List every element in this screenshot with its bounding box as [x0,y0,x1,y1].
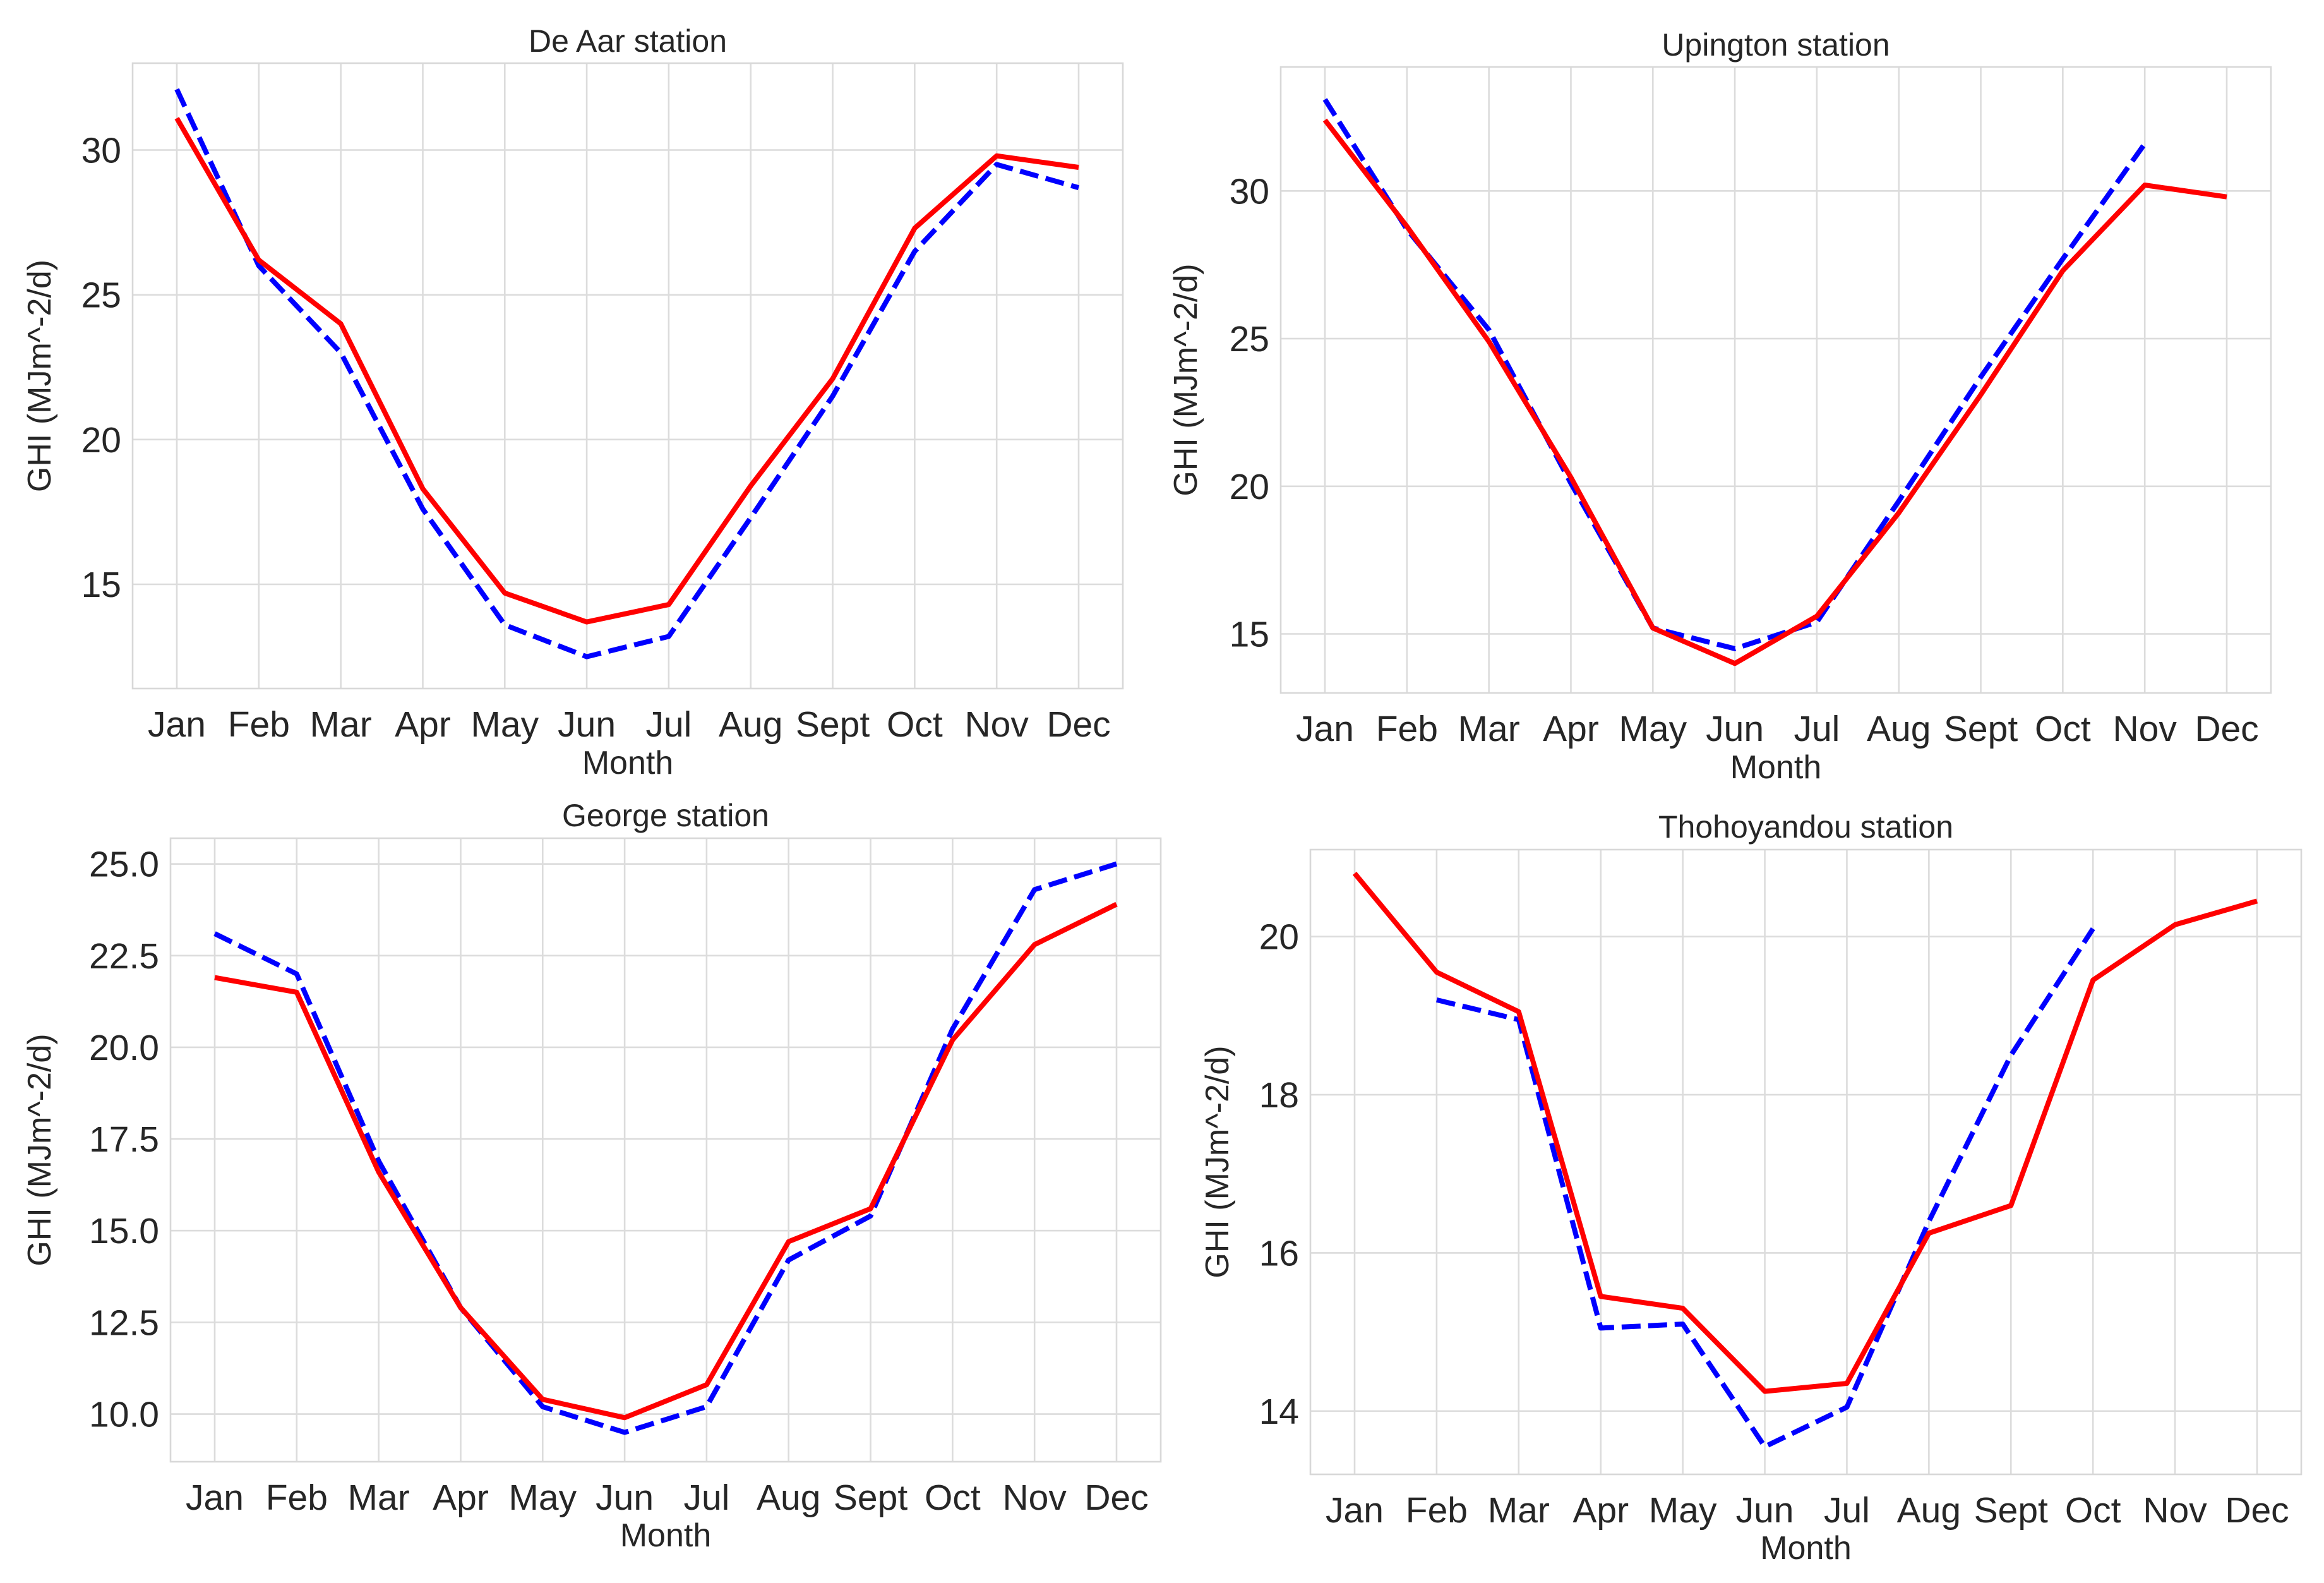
gridlines [1309,848,2303,1476]
x-tick-label: Aug [757,1478,820,1518]
chart-panel-george: George station Month GHI (MJm^-2/d) Jan F… [21,798,1162,1554]
y-tick-label: 20 [81,420,121,460]
y-tick-label: 12.5 [89,1303,159,1343]
x-tick-label: Oct [2065,1490,2121,1531]
y-axis-label: GHI (MJm^-2/d) [21,260,58,492]
y-tick-label: 15 [81,565,121,605]
plot-frame [131,62,1124,690]
y-tick-label: 25.0 [89,845,159,885]
series-line-blue-dashed [1322,98,2147,651]
y-tick-label: 25 [81,275,121,316]
x-tick-label: Oct [887,704,943,745]
chart-panel-de-aar: De Aar station Month GHI (MJm^-2/d) Jan F… [21,23,1124,781]
x-tick-label: Nov [1002,1478,1067,1518]
chart-panel-upington: Upington station Month GHI (MJm^-2/d) Ja… [1168,27,2272,786]
y-tick-label: 17.5 [89,1119,159,1160]
y-tick-label: 30 [1230,171,1269,212]
x-tick-label: Jan [1296,709,1354,749]
y-tick-label: 20.0 [89,1028,159,1068]
y-axis-label: GHI (MJm^-2/d) [21,1033,58,1266]
x-tick-label: Mar [1488,1490,1550,1531]
x-tick-label: Nov [2143,1490,2207,1531]
y-tick-label: 14 [1259,1392,1299,1432]
y-tick-label: 22.5 [89,936,159,977]
series-line-blue-dashed [174,88,1080,659]
x-tick-label: Jun [596,1478,654,1518]
x-tick-label: Sept [1974,1490,2048,1531]
x-axis-label: Month [582,745,674,781]
x-tick-label: Nov [2112,709,2177,749]
x-tick-label: Oct [925,1478,981,1518]
x-tick-label: Apr [1543,709,1599,749]
x-tick-label: Mar [348,1478,410,1518]
series-line-blue-dashed [213,861,1118,1435]
x-tick-label: May [470,704,539,745]
y-tick-label: 16 [1259,1233,1299,1273]
chart-title: George station [562,798,769,833]
x-tick-label: Sept [1944,709,2018,749]
x-tick-label: May [1619,709,1687,749]
x-tick-label: Jul [645,704,692,745]
chart-panel-thohoyandou: Thohoyandou station Month GHI (MJm^-2/d)… [1199,809,2303,1567]
x-tick-label: Dec [2225,1490,2289,1531]
x-tick-label: Dec [1046,704,1110,745]
y-tick-label: 20 [1259,917,1299,958]
plot-frame [1279,66,2272,694]
series-line-red-solid [174,117,1079,625]
x-tick-label: Sept [796,704,870,745]
chart-title: De Aar station [529,23,727,59]
x-tick-label: Apr [395,704,451,745]
x-axis-label: Month [620,1517,712,1554]
chart-title: Thohoyandou station [1658,809,1953,845]
x-tick-label: Mar [310,704,372,745]
gridlines [131,62,1124,690]
x-tick-label: Apr [433,1478,489,1518]
x-tick-label: Jan [186,1478,244,1518]
x-tick-label: Feb [1376,709,1438,749]
chart-title: Upington station [1662,27,1890,63]
x-tick-label: Sept [834,1478,907,1518]
x-tick-label: Jun [1736,1490,1794,1531]
series-line-red-solid [1352,872,2258,1394]
y-tick-label: 25 [1230,319,1269,359]
x-tick-label: Jan [1326,1490,1384,1531]
x-tick-label: Aug [719,704,782,745]
x-tick-label: Apr [1572,1490,1629,1531]
y-tick-label: 18 [1259,1075,1299,1116]
plot-frame [1309,848,2303,1476]
x-tick-label: Feb [1406,1490,1468,1531]
y-axis-label: GHI (MJm^-2/d) [1199,1045,1236,1278]
plot-frame [169,837,1162,1463]
x-tick-label: Jul [1794,709,1840,749]
y-tick-label: 15.0 [89,1211,159,1251]
y-tick-label: 15 [1230,615,1269,655]
x-tick-label: Mar [1458,709,1520,749]
y-tick-label: 20 [1230,467,1269,507]
gridlines [1279,66,2272,694]
x-tick-label: Jun [1706,709,1764,749]
series-line-blue-dashed [1435,927,2095,1450]
x-tick-label: Jun [558,704,616,745]
x-tick-label: May [508,1478,577,1518]
x-tick-label: Dec [1084,1478,1148,1518]
x-tick-label: Dec [2195,709,2258,749]
x-tick-label: Nov [964,704,1029,745]
x-tick-label: Oct [2035,709,2091,749]
y-tick-label: 10.0 [89,1395,159,1435]
x-tick-label: May [1649,1490,1717,1531]
series-line-red-solid [1322,118,2227,666]
x-tick-label: Feb [228,704,290,745]
x-tick-label: Feb [266,1478,328,1518]
series-line-red-solid [214,901,1118,1421]
x-axis-label: Month [1760,1530,1852,1567]
x-tick-label: Aug [1867,709,1931,749]
x-tick-label: Jan [148,704,206,745]
x-tick-label: Aug [1897,1490,1961,1531]
x-axis-label: Month [1730,749,1822,786]
y-axis-label: GHI (MJm^-2/d) [1168,263,1204,496]
x-tick-label: Jul [683,1478,729,1518]
x-tick-label: Jul [1824,1490,1870,1531]
y-tick-label: 30 [81,131,121,171]
